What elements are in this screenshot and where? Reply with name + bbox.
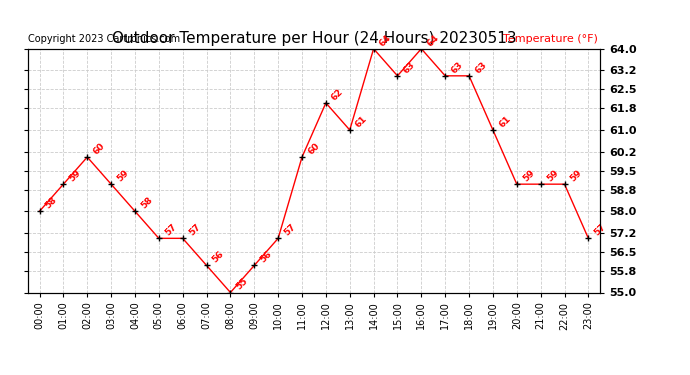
Text: 64: 64 <box>377 33 393 48</box>
Text: 57: 57 <box>282 222 297 237</box>
Text: 56: 56 <box>210 249 226 265</box>
Text: 61: 61 <box>497 114 512 129</box>
Title: Outdoor Temperature per Hour (24 Hours) 20230513: Outdoor Temperature per Hour (24 Hours) … <box>112 31 516 46</box>
Text: 61: 61 <box>354 114 369 129</box>
Text: 59: 59 <box>68 168 83 183</box>
Text: 55: 55 <box>235 276 250 292</box>
Text: 60: 60 <box>91 141 106 156</box>
Text: 62: 62 <box>330 87 345 102</box>
Text: 59: 59 <box>115 168 130 183</box>
Text: 63: 63 <box>402 60 417 75</box>
Text: 59: 59 <box>545 168 560 183</box>
Text: 59: 59 <box>569 168 584 183</box>
Text: 57: 57 <box>163 222 178 237</box>
Text: 63: 63 <box>473 60 489 75</box>
Text: 57: 57 <box>593 222 608 237</box>
Text: 64: 64 <box>426 33 441 48</box>
Text: 60: 60 <box>306 141 322 156</box>
Text: 63: 63 <box>449 60 464 75</box>
Text: 59: 59 <box>521 168 536 183</box>
Text: 58: 58 <box>43 195 59 210</box>
Text: 57: 57 <box>187 222 202 237</box>
Text: 56: 56 <box>259 249 274 265</box>
Text: Copyright 2023 Cartronics.com: Copyright 2023 Cartronics.com <box>28 34 179 44</box>
Text: 58: 58 <box>139 195 155 210</box>
Text: Temperature (°F): Temperature (°F) <box>502 34 598 44</box>
